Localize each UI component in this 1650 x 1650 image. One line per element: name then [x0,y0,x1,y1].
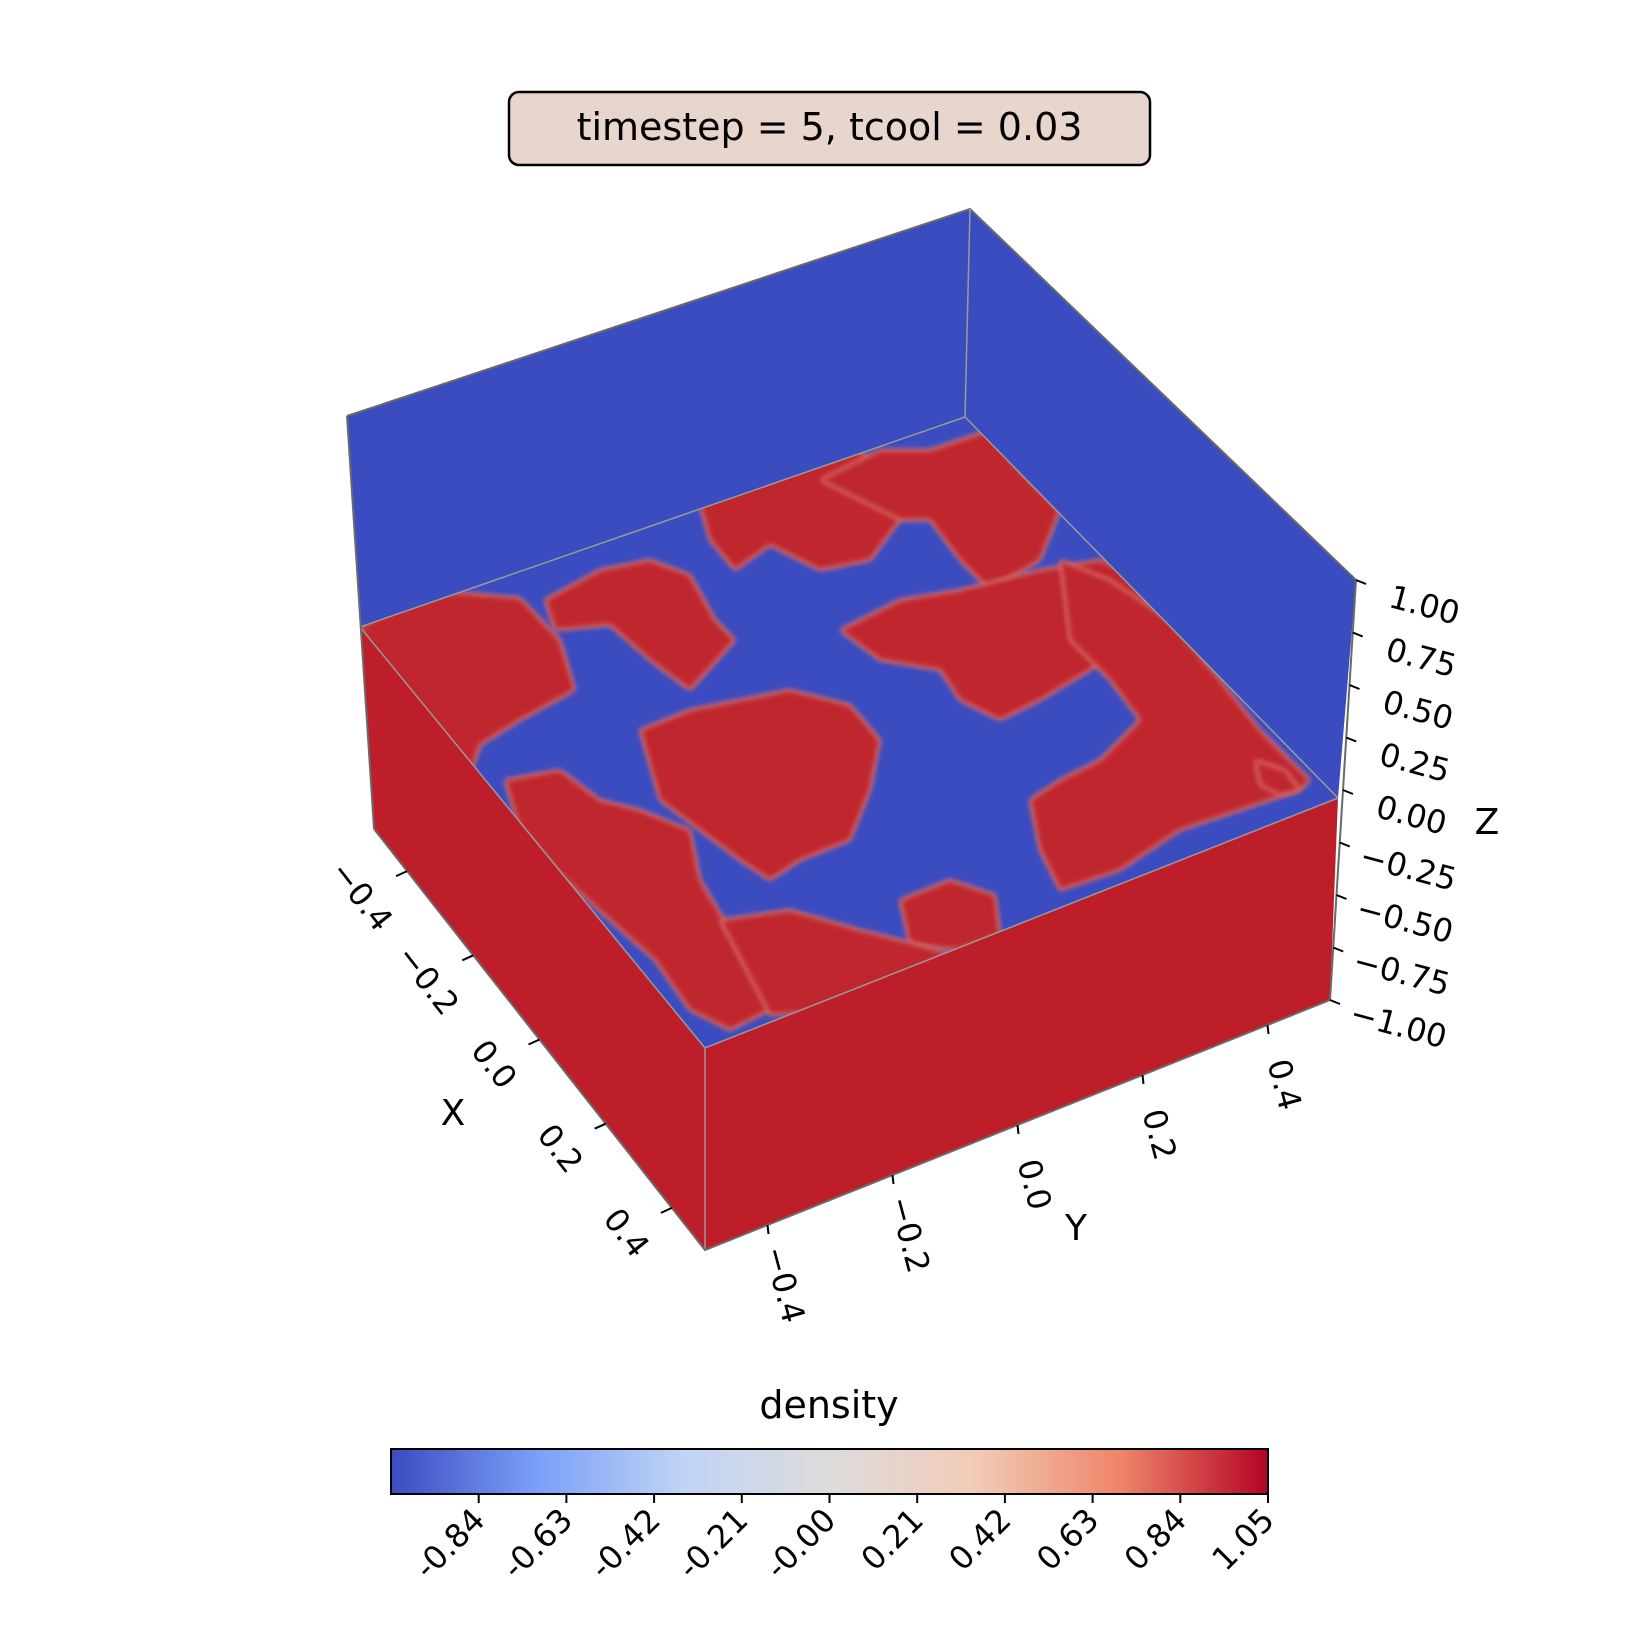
y-tick-label: 0.2 [1134,1105,1184,1164]
z-tick [1329,999,1341,1005]
title-box: timestep = 5, tcool = 0.03 [507,90,1152,167]
back-wall-left [347,209,970,627]
slice-plane [360,417,1338,1048]
colorbar-tick-label: 0.63 [1029,1501,1106,1578]
colorbar-gradient [390,1448,1269,1495]
left-vertical-edge [346,415,375,830]
slice-edge-back [359,416,1339,799]
chart-title: timestep = 5, tcool = 0.03 [577,105,1083,149]
z-tick-label: 0.50 [1379,682,1458,737]
y-tick-label: −0.4 [756,1242,813,1327]
back-edge-vertical [964,208,971,418]
colorbar-tick-label: -0.00 [758,1501,843,1586]
y-tick-label: −0.2 [881,1192,938,1277]
z-tick-label: 0.00 [1372,787,1451,842]
front-walls [360,627,1338,1250]
z-tick [1339,841,1351,848]
z-tick-label: 1.00 [1385,577,1464,632]
z-tick-label: −1.00 [1346,994,1451,1056]
y-axis-label: Y [1064,1208,1088,1249]
z-tick-label: −0.25 [1356,837,1461,899]
y-tick [1266,1024,1270,1035]
colorbar-tick-label: 1.05 [1204,1501,1281,1578]
z-tick [1336,894,1347,900]
x-tick [660,1206,673,1214]
title-background [507,90,1152,167]
x-tick [594,1122,607,1130]
high-density-region-10 [720,910,970,1015]
z-tick [1342,789,1354,795]
high-density-region-6 [640,690,880,880]
x-tick-label: −0.4 [323,854,401,939]
colorbar-tick-label: -0.21 [670,1501,755,1586]
x-tick [528,1038,540,1046]
box-edges [346,207,1357,1252]
y-tick-label: 0.4 [1259,1055,1309,1114]
y-tick [1016,1124,1020,1135]
high-density-region-2 [505,770,790,1030]
z-tick-label: 0.25 [1375,735,1454,790]
colorbar-label: density [759,1383,898,1427]
x-tick-label: 0.2 [530,1117,591,1180]
x-axis-label: X [441,1093,466,1134]
colorbar: density -0.84 -0.63 -0.42 -0.21 -0.00 0.21 0.4… [390,1383,1282,1586]
bottom-front-edge [373,828,1331,1252]
high-density-region-9 [900,880,1000,950]
y-tick-label: 0.0 [1009,1155,1059,1214]
z-tick [1345,736,1357,743]
colorbar-tick-label: 0.84 [1117,1501,1194,1578]
high-density-region-11 [1255,760,1300,795]
colorbar-tick-label: -0.84 [407,1501,492,1586]
slice-field [360,430,1310,1030]
x-tick-label: 0.4 [596,1201,657,1264]
y-tick [1141,1074,1145,1085]
colorbar-tick-label: 0.42 [941,1501,1018,1578]
high-density-region-3 [545,560,735,690]
colorbar-tick-label: -0.42 [582,1501,667,1586]
z-tick [1332,946,1344,953]
x-tick [395,870,408,878]
z-axis-label: Z [1475,802,1500,843]
z-tick [1349,684,1360,690]
y-tick [766,1224,770,1235]
x-tick-label: 0.0 [463,1033,524,1096]
front-wall-right [705,798,1338,1250]
colorbar-tick-label: -0.63 [495,1501,580,1586]
high-density-region-5 [820,430,1060,590]
z-tick [1352,631,1364,638]
z-tick-label: 0.75 [1382,630,1461,685]
back-walls [347,209,1356,798]
colorbar-tick-label: 0.21 [854,1501,931,1578]
x-tick-label: −0.2 [389,938,467,1023]
z-tick [1355,579,1367,585]
z-tick-label: −0.75 [1349,942,1454,1004]
colorbar-ticks: -0.84 -0.63 -0.42 -0.21 -0.00 0.21 0.42 0.63 0.8… [407,1494,1282,1586]
front-wall-left [360,627,705,1250]
y-tick [891,1174,895,1185]
z-tick-label: −0.50 [1353,889,1458,951]
x-tick [461,954,474,962]
high-density-region-8 [1030,560,1310,890]
back-wall-right [965,209,1356,798]
z-axis: 1.000.750.500.250.00−0.25−0.50−0.75−1.00… [1329,577,1500,1056]
